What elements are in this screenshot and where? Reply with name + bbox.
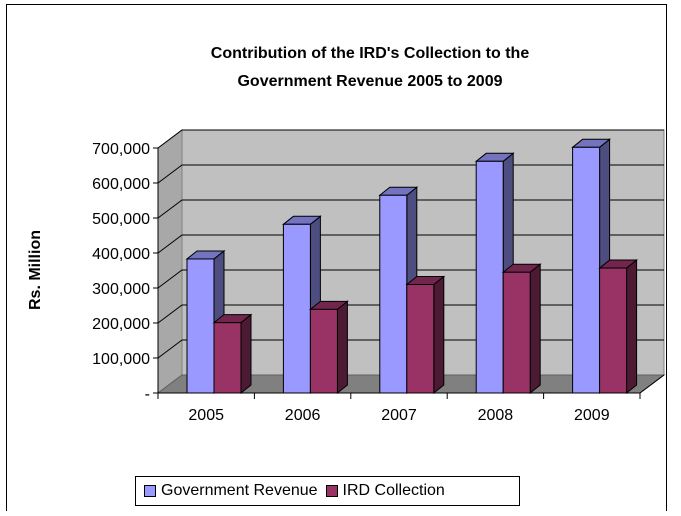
floor-edge bbox=[639, 374, 665, 394]
legend: Government Revenue IRD Collection bbox=[135, 476, 520, 506]
x-tick-label: 2009 bbox=[574, 407, 610, 424]
x-tick-label: 2008 bbox=[478, 407, 514, 424]
side-wall bbox=[157, 129, 183, 394]
y-tick-label: 300,000 bbox=[92, 281, 150, 298]
y-tick-label: 500,000 bbox=[92, 211, 150, 228]
axes bbox=[153, 147, 665, 399]
legend-swatch-government-revenue bbox=[144, 485, 156, 497]
bar-government-revenue-2006 bbox=[282, 223, 311, 394]
bar-ird-collection-2007-side bbox=[433, 275, 445, 395]
y-tick-label: 700,000 bbox=[92, 141, 150, 158]
bar-ird-collection-2007 bbox=[406, 284, 435, 394]
y-tick-label: 200,000 bbox=[92, 316, 150, 333]
x-tick-label: 2006 bbox=[285, 407, 321, 424]
bar-ird-collection-2006-side bbox=[336, 300, 348, 395]
bar-ird-collection-2008 bbox=[502, 271, 531, 394]
legend-label-government-revenue: Government Revenue bbox=[161, 482, 318, 499]
bar-government-revenue-2009 bbox=[572, 146, 601, 394]
bar-government-revenue-2005 bbox=[186, 258, 215, 394]
legend-item-government-revenue: Government Revenue bbox=[144, 482, 318, 500]
bar-ird-collection-2009 bbox=[599, 267, 628, 394]
legend-label-ird-collection: IRD Collection bbox=[342, 482, 445, 499]
y-tick-label: - bbox=[145, 386, 150, 403]
y-tick-label: 100,000 bbox=[92, 351, 150, 368]
bar-ird-collection-2005 bbox=[213, 322, 242, 394]
chart-title-line-2: Government Revenue 2005 to 2009 bbox=[237, 73, 502, 90]
legend-item-ird-collection: IRD Collection bbox=[325, 482, 445, 500]
bar-government-revenue-2008 bbox=[475, 160, 504, 394]
bar-ird-collection-2006 bbox=[309, 308, 338, 394]
bar-government-revenue-2007 bbox=[379, 194, 408, 394]
y-tick-label: 600,000 bbox=[92, 176, 150, 193]
bars bbox=[185, 138, 639, 395]
x-tick-labels: 2005 2006 2007 2008 2009 bbox=[188, 407, 609, 424]
y-tick-label: 400,000 bbox=[92, 246, 150, 263]
y-axis-label: Rs. Million bbox=[27, 230, 44, 310]
bar-ird-collection-2009-side bbox=[626, 259, 638, 395]
y-tick-labels: - 100,000 200,000 300,000 400,000 500,000 600,… bbox=[92, 141, 150, 403]
bar-ird-collection-2008-side bbox=[529, 263, 541, 395]
x-tick-label: 2007 bbox=[381, 407, 417, 424]
legend-swatch-ird-collection bbox=[325, 485, 338, 497]
bar-ird-collection-2005-side bbox=[240, 313, 252, 395]
chart-title-line-1: Contribution of the IRD's Collection to … bbox=[211, 45, 530, 62]
chart-frame bbox=[6, 4, 667, 511]
gridline bbox=[157, 129, 664, 149]
x-tick-label: 2005 bbox=[188, 407, 224, 424]
